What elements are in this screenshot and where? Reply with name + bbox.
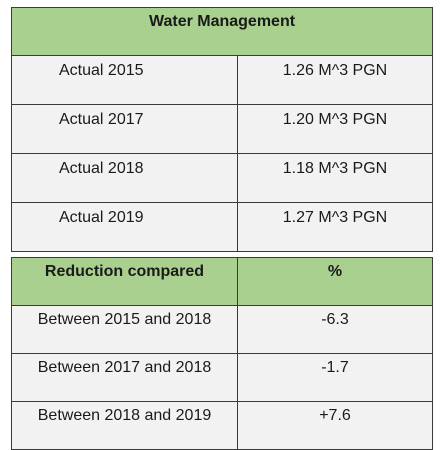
water-management-header-row: Water Management bbox=[10, 7, 434, 56]
row-label: Between 2018 and 2019 bbox=[11, 401, 238, 450]
row-label: Between 2015 and 2018 bbox=[11, 305, 238, 354]
reduction-header-label: Reduction compared bbox=[11, 257, 238, 306]
table-row: Between 2015 and 2018 -6.3 bbox=[11, 305, 433, 354]
table-row: Between 2018 and 2019 +7.6 bbox=[11, 401, 433, 450]
table-row: Actual 2017 1.20 M^3 PGN bbox=[11, 104, 434, 154]
reduction-table: Reduction compared % Between 2015 and 20… bbox=[11, 257, 433, 450]
water-management-title: Water Management bbox=[10, 7, 434, 56]
row-value: +7.6 bbox=[237, 401, 433, 450]
row-label: Actual 2017 bbox=[11, 104, 238, 154]
row-label: Actual 2015 bbox=[11, 55, 238, 105]
row-value: 1.26 M^3 PGN bbox=[236, 55, 434, 105]
table-row: Actual 2015 1.26 M^3 PGN bbox=[11, 55, 434, 105]
row-value: 1.20 M^3 PGN bbox=[236, 104, 434, 154]
row-label: Actual 2019 bbox=[11, 202, 238, 252]
table-row: Actual 2018 1.18 M^3 PGN bbox=[11, 153, 434, 203]
table-row: Actual 2019 1.27 M^3 PGN bbox=[11, 202, 434, 252]
row-value: -6.3 bbox=[237, 305, 433, 354]
reduction-header-row: Reduction compared % bbox=[11, 257, 433, 306]
row-label: Actual 2018 bbox=[11, 153, 238, 203]
row-value: 1.27 M^3 PGN bbox=[236, 202, 434, 252]
row-value: -1.7 bbox=[237, 353, 433, 402]
water-management-table: Water Management Actual 2015 1.26 M^3 PG… bbox=[10, 7, 434, 252]
row-value: 1.18 M^3 PGN bbox=[236, 153, 434, 203]
table-row: Between 2017 and 2018 -1.7 bbox=[11, 353, 433, 402]
reduction-header-percent: % bbox=[237, 257, 433, 306]
row-label: Between 2017 and 2018 bbox=[11, 353, 238, 402]
